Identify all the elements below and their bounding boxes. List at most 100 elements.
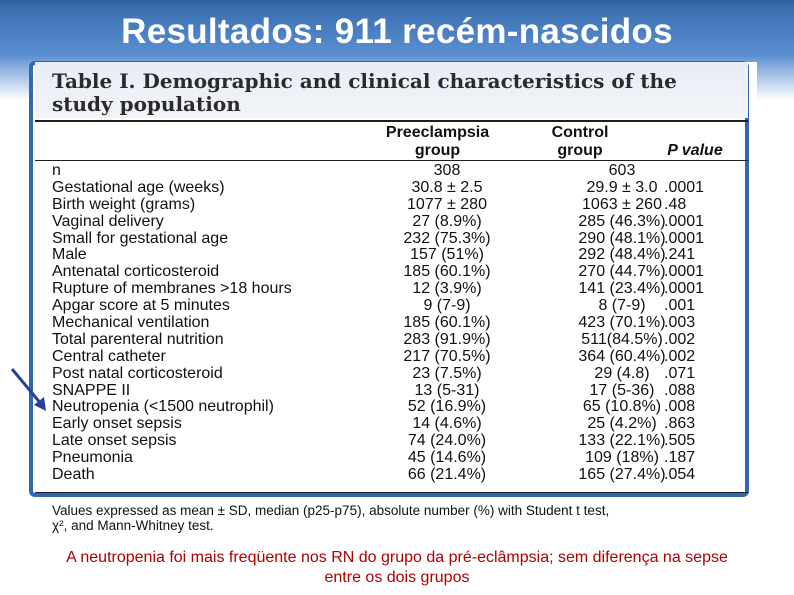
table-row: n 308 603 [52,162,752,179]
row-label: Late onset sepsis [52,432,177,450]
row-label: Total parenteral nutrition [52,330,224,348]
table-row: Late onset sepsis 74 (24.0%) 133 (22.1%) .5… [52,432,752,449]
row-label: Death [52,466,95,484]
table-row: Small for gestational age 232 (75.3%) 290 … [52,230,752,247]
table-row: Male 157 (51%) 292 (48.4%) .241 [52,246,752,263]
row-label: SNAPPE II [52,381,131,399]
slide-conclusion: A neutropenia foi mais freqüente nos RN … [0,548,794,588]
cell-control: 165 (27.4%) [578,466,666,484]
cell-p-value: .003 [664,314,696,332]
row-label: Post natal corticosteroid [52,364,223,382]
table-row: Antenatal corticosteroid 185 (60.1%) 270 (… [52,263,752,280]
table-rule-top [35,120,748,122]
table-row: Post natal corticosteroid 23 (7.5%) 29 (4.… [52,365,752,382]
cell-p-value: .001 [664,297,696,315]
cell-control: 133 (22.1%) [578,432,666,450]
row-label: Gestational age (weeks) [52,178,225,196]
table-body: n 308 603 Gestational age (weeks) 30.8 ± 2.5… [52,162,752,483]
table-row: Gestational age (weeks) 30.8 ± 2.5 29.9 ± … [52,179,752,196]
table-row: Total parenteral nutrition 283 (91.9%) 511… [52,331,752,348]
row-label: Antenatal corticosteroid [52,263,220,281]
column-header-p-value: P value [655,142,735,160]
cell-control: 29.9 ± 3.0 [586,178,658,196]
cell-p-value: .002 [664,347,696,365]
cell-control: 511(84.5%) [581,330,663,348]
conclusion-line: A neutropenia foi mais freqüente nos RN … [66,549,728,566]
cell-p-value: .863 [664,415,696,433]
table-footnote-continued: χ², and Mann-Whitney test. [52,518,214,533]
cell-preeclampsia: 23 (7.5%) [412,364,482,382]
cell-preeclampsia: 13 (5-31) [414,381,480,399]
row-label: Central catheter [52,347,166,365]
cell-p-value: .002 [664,330,696,348]
cell-preeclampsia: 157 (51%) [410,246,484,264]
cell-preeclampsia: 74 (24.0%) [407,432,487,450]
row-label: Small for gestational age [52,229,229,247]
table-caption: Table I. Demographic and clinical charac… [52,69,677,93]
table-caption-continued: study population [52,92,241,116]
cell-p-value: .0001 [664,263,705,281]
cell-p-value: .088 [664,381,696,399]
table-rule-bottom [35,492,748,493]
table-rule-header [35,160,748,161]
cell-preeclampsia: 185 (60.1%) [403,314,491,332]
cell-control: 29 (4.8) [594,364,650,382]
cell-p-value: .187 [664,449,696,467]
table-row: Rupture of membranes >18 hours 12 (3.9%) 1… [52,280,752,297]
row-label: Neutropenia (<1500 neutrophil) [52,398,274,416]
cell-p-value: .0001 [664,212,705,230]
cell-control: 109 (18%) [585,449,659,467]
header-text: group [557,142,603,159]
arrow-icon [10,368,46,411]
cell-control: 141 (23.4%) [578,280,666,298]
row-label: Pneumonia [52,449,133,467]
header-text: group [414,142,461,159]
cell-p-value: .505 [664,432,696,450]
column-header-preeclampsia: Preeclampsia group [370,124,505,160]
table-footnote: Values expressed as mean ± SD, median (p… [52,503,610,518]
cell-preeclampsia: 185 (60.1%) [403,263,491,281]
cell-control: 292 (48.4%) [578,246,666,264]
conclusion-line: entre os dois grupos [324,569,470,586]
row-label: n [52,162,61,179]
row-label: Early onset sepsis [52,415,182,433]
table-row: Vaginal delivery 27 (8.9%) 285 (46.3%) .000… [52,213,752,230]
cell-control: 25 (4.2%) [587,415,657,433]
cell-preeclampsia: 283 (91.9%) [403,330,491,348]
cell-p-value: .48 [664,195,687,213]
cell-preeclampsia: 52 (16.9%) [407,398,487,416]
cell-preeclampsia: 14 (4.6%) [412,415,482,433]
cell-preeclampsia: 217 (70.5%) [403,347,491,365]
cell-control: 65 (10.8%) [582,398,662,416]
row-label: Apgar score at 5 minutes [52,297,230,315]
cell-preeclampsia: 30.8 ± 2.5 [411,178,483,196]
cell-preeclampsia: 12 (3.9%) [412,280,482,298]
table-row: Death 66 (21.4%) 165 (27.4%) .054 [52,466,752,483]
table-row: Neutropenia (<1500 neutrophil) 52 (16.9%)… [52,398,752,415]
cell-preeclampsia: 308 [433,162,461,179]
cell-preeclampsia: 232 (75.3%) [403,229,491,247]
table-row: Mechanical ventilation 185 (60.1%) 423 (70… [52,314,752,331]
cell-preeclampsia: 45 (14.6%) [407,449,487,467]
table-row: Early onset sepsis 14 (4.6%) 25 (4.2%) .863 [52,415,752,432]
table-row: Central catheter 217 (70.5%) 364 (60.4%) .0… [52,348,752,365]
table-frame [29,61,749,497]
cell-p-value: .054 [664,466,696,484]
cell-control: 270 (44.7%) [578,263,666,281]
row-label: Birth weight (grams) [52,195,196,213]
cell-p-value: .241 [664,246,696,264]
row-label: Male [52,246,87,264]
row-label: Vaginal delivery [52,212,164,230]
cell-control: 285 (46.3%) [578,212,666,230]
cell-p-value: .008 [664,398,696,416]
cell-p-value: .0001 [664,178,705,196]
cell-preeclampsia: 66 (21.4%) [407,466,487,484]
slide-title: Resultados: 911 recém-nascidos [121,12,673,51]
row-label: Rupture of membranes >18 hours [52,280,292,298]
table-row: Apgar score at 5 minutes 9 (7-9) 8 (7-9) .0… [52,297,752,314]
cell-control: 1063 ± 260 [582,195,662,213]
cell-p-value: .0001 [664,229,705,247]
cell-control: 8 (7-9) [598,297,646,315]
row-label: Mechanical ventilation [52,314,210,332]
cell-control: 364 (60.4%) [578,347,666,365]
